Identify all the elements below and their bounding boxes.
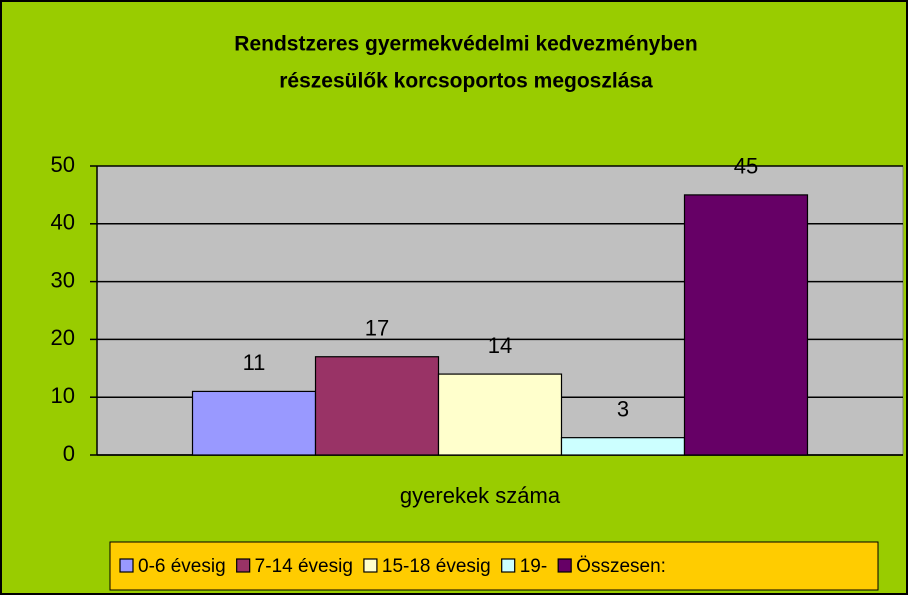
bar xyxy=(683,194,809,456)
y-tick-label: 10 xyxy=(51,383,75,408)
bar xyxy=(437,373,563,456)
y-tick-label: 30 xyxy=(51,267,75,292)
legend-swatch xyxy=(363,558,378,573)
legend-label: 15-18 évesig xyxy=(382,556,491,577)
data-label: 11 xyxy=(243,350,266,375)
legend-label: 0-6 évesig xyxy=(138,556,226,577)
legend-swatch xyxy=(557,558,572,573)
bar xyxy=(560,437,686,456)
legend-swatch xyxy=(119,558,134,573)
y-tick-label: 50 xyxy=(51,152,75,177)
legend-label: Összesen: xyxy=(576,556,666,577)
chart-title: részesülők korcsoportos megoszlása xyxy=(279,70,653,93)
chart-title: Rendstzeres gyermekvédelmi kedvezményben xyxy=(234,33,697,56)
bar xyxy=(314,356,440,456)
data-label: 3 xyxy=(617,396,629,421)
y-tick-label: 0 xyxy=(63,441,75,466)
legend-label: 7-14 évesig xyxy=(255,556,353,577)
x-tick-label: gyerekek száma xyxy=(400,483,561,508)
legend-swatch xyxy=(501,558,516,573)
bar xyxy=(191,390,317,456)
data-label: 14 xyxy=(488,333,512,358)
data-label: 45 xyxy=(734,154,758,179)
data-label: 17 xyxy=(365,316,389,341)
legend-swatch xyxy=(236,558,251,573)
legend-label: 19- xyxy=(520,556,547,577)
y-tick-label: 20 xyxy=(51,325,75,350)
y-tick-label: 40 xyxy=(51,210,75,235)
